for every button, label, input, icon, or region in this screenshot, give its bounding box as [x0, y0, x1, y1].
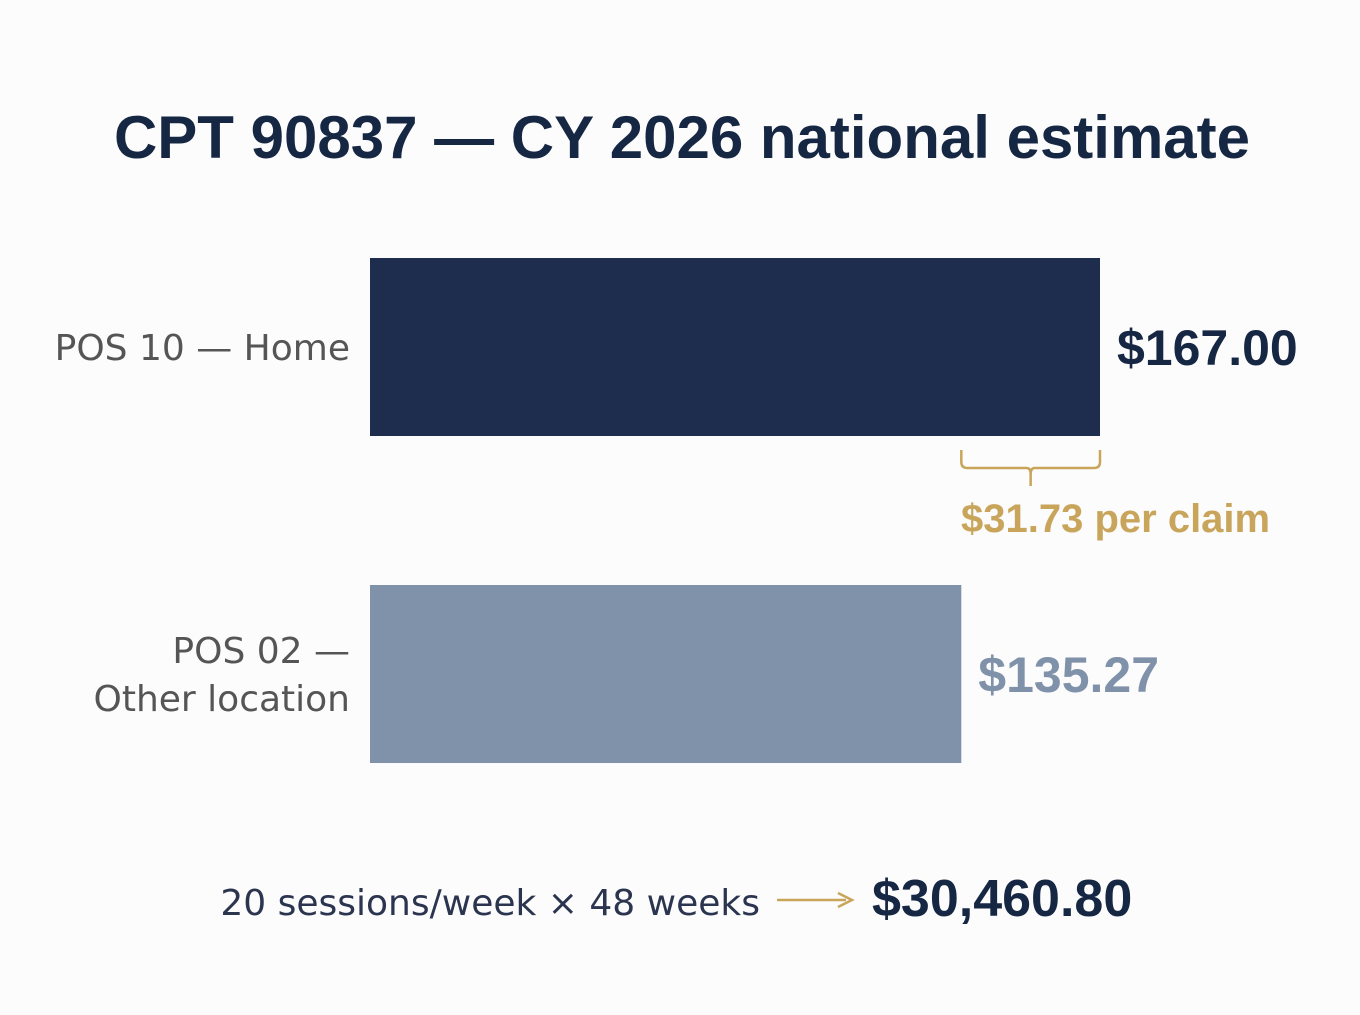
footer: 20 sessions/week × 48 weeks $30,460.80 — [220, 870, 1132, 928]
category-label-1-0: POS 02 — — [172, 631, 350, 672]
difference-bracket — [960, 450, 1102, 486]
arrow-head-icon — [837, 891, 855, 909]
value-label-0: $167.00 — [1117, 320, 1298, 376]
value-label-1: $135.27 — [978, 647, 1159, 703]
bar-1 — [370, 585, 962, 763]
category-label-0-0: POS 10 — Home — [55, 328, 350, 369]
difference-label: $31.73 per claim — [961, 497, 1270, 541]
difference-annotation: $31.73 per claim — [960, 450, 1270, 541]
footer-total: $30,460.80 — [872, 870, 1132, 928]
footer-calculation: 20 sessions/week × 48 weeks — [220, 883, 760, 924]
chart-title: CPT 90837 — CY 2026 national estimate — [114, 104, 1250, 171]
category-label-1-1: Other location — [94, 679, 351, 720]
bar-0 — [370, 258, 1100, 436]
value-labels: $167.00 $135.27 — [978, 320, 1297, 703]
category-labels: POS 10 — Home POS 02 — Other location — [55, 328, 350, 720]
bars-layer — [370, 258, 1100, 763]
